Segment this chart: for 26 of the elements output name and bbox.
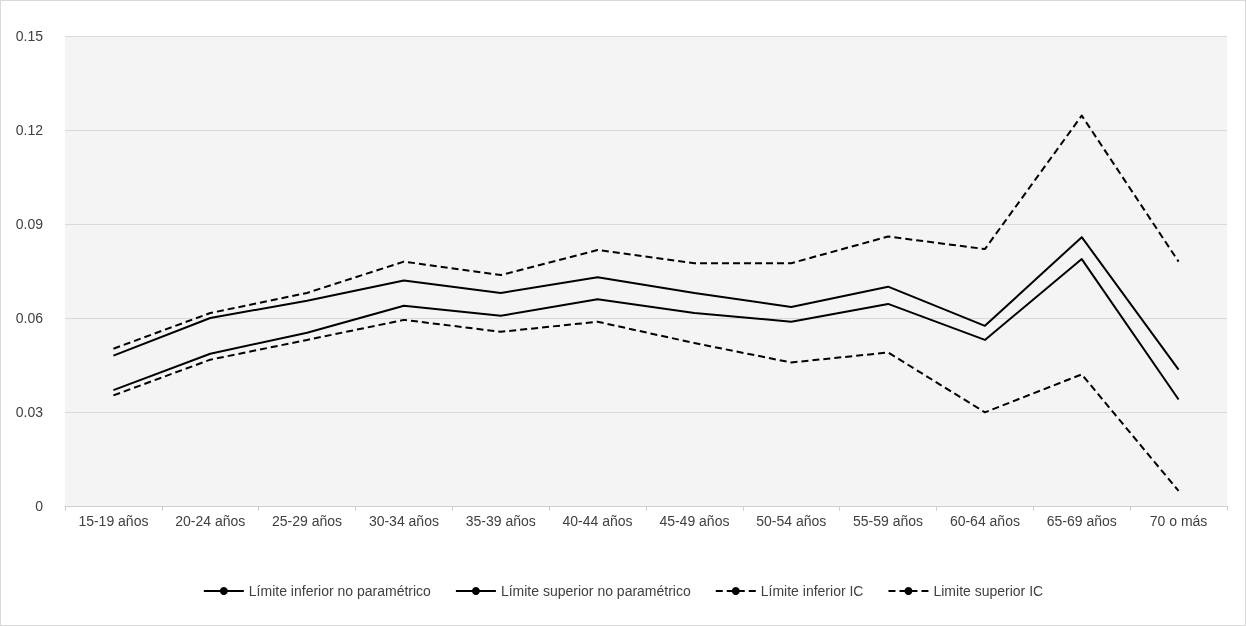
x-tick-label: 65-69 años <box>1046 513 1117 529</box>
x-tick-label: 55-59 años <box>853 513 924 529</box>
legend-label: Límite inferior no paramétrico <box>248 583 432 599</box>
x-tick-label: 15-19 años <box>78 513 149 529</box>
legend-label: Limite superior IC <box>933 583 1044 599</box>
y-tick-label: 0.03 <box>15 404 44 420</box>
x-tick-label: 45-49 años <box>659 513 730 529</box>
x-tick-label: 40-44 años <box>562 513 633 529</box>
x-tick-label: 35-39 años <box>465 513 536 529</box>
line-series <box>112 114 1180 350</box>
y-tick-label: 0 <box>35 498 44 514</box>
legend-label: Límite inferior IC <box>760 583 864 599</box>
line-series <box>112 258 1180 401</box>
x-tick-label: 50-54 años <box>756 513 827 529</box>
y-tick-label: 0.06 <box>15 310 44 326</box>
x-tick-label: 70 o más <box>1149 513 1208 529</box>
x-tick-label: 60-64 años <box>949 513 1020 529</box>
y-tick-label: 0.09 <box>15 216 44 232</box>
line-series <box>112 318 1180 492</box>
y-tick-label: 0.15 <box>15 28 44 44</box>
x-tick-label: 20-24 años <box>175 513 246 529</box>
legend-label: Límite superior no paramétrico <box>500 583 691 599</box>
y-tick-label: 0.12 <box>15 122 44 138</box>
x-tick-label: 25-29 años <box>272 513 343 529</box>
line-series <box>112 236 1180 371</box>
x-tick-label: 30-34 años <box>368 513 439 529</box>
